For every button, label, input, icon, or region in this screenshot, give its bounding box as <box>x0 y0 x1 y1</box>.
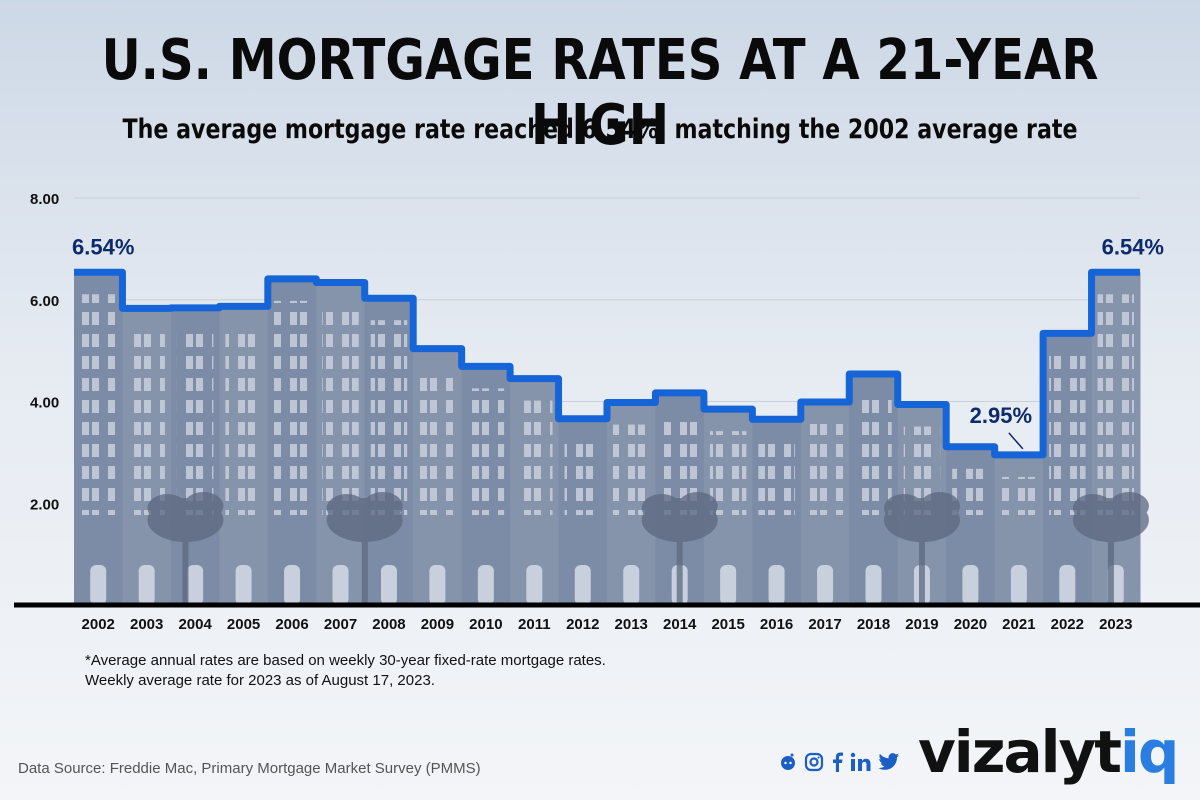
x-tick-label: 2008 <box>372 616 405 633</box>
tree-icon <box>1072 492 1149 605</box>
tree-icon <box>641 492 718 605</box>
bar-windows <box>806 424 844 515</box>
annotations: 6.54% 2.95% 6.54% <box>72 234 1164 450</box>
linkedin-icon[interactable] <box>850 752 872 777</box>
x-tick-label: 2004 <box>178 616 212 633</box>
bar-windows <box>128 330 165 515</box>
x-tick-label: 2016 <box>760 616 793 633</box>
reddit-icon[interactable] <box>778 752 798 777</box>
bar-windows <box>1049 355 1086 515</box>
bar-door <box>477 565 494 605</box>
tree-icon <box>147 492 224 605</box>
bar-door <box>187 565 204 605</box>
annotation-leader <box>1008 432 1024 450</box>
brand-accent: iq <box>1120 718 1179 786</box>
bar-windows <box>564 440 601 515</box>
y-axis-labels: 8.00 6.00 4.00 2.00 <box>30 191 59 513</box>
footnote-1: *Average annual rates are based on weekl… <box>85 652 606 669</box>
bar-door <box>817 565 834 605</box>
y-tick-label: 2.00 <box>30 496 59 513</box>
data-label: 6.54% <box>1102 234 1164 259</box>
x-tick-label: 2011 <box>518 616 551 633</box>
brand-logo: vizalytiq <box>918 718 1179 786</box>
x-tick-label: 2010 <box>469 616 502 633</box>
bar-door <box>962 565 979 605</box>
bar-door <box>574 565 591 605</box>
bar-windows <box>370 320 408 515</box>
x-axis-labels: 2002 2003 2004 2005 2006 2007 2008 2009 2010 2011… <box>82 616 1133 633</box>
x-tick-label: 2014 <box>663 616 697 633</box>
tree-icon <box>883 492 960 605</box>
bar-door <box>1059 565 1076 605</box>
bar-door <box>768 565 785 605</box>
bar-door <box>623 565 640 605</box>
brand-main: vizalyt <box>918 718 1122 786</box>
bar-door <box>235 565 252 605</box>
bar-windows <box>176 329 214 515</box>
x-tick-label: 2003 <box>130 616 163 633</box>
data-label: 2.95% <box>970 403 1032 428</box>
x-tick-label: 2023 <box>1099 616 1132 633</box>
rate-step-line <box>74 268 1140 459</box>
bar-door <box>332 565 349 605</box>
bar-windows <box>467 388 505 515</box>
bar-windows <box>1097 294 1134 515</box>
chart-subtitle: The average mortgage rate reached 6.54%,… <box>122 114 1078 145</box>
x-tick-label: 2007 <box>324 616 357 633</box>
bar-door <box>1010 565 1027 605</box>
y-tick-label: 4.00 <box>30 395 59 412</box>
x-tick-label: 2017 <box>808 616 841 633</box>
bar-door <box>284 565 301 605</box>
data-label: 6.54% <box>72 234 134 259</box>
social-icons <box>778 752 900 777</box>
bar-windows <box>855 396 892 515</box>
twitter-icon[interactable] <box>878 752 900 777</box>
y-tick-label: 6.00 <box>30 293 59 310</box>
x-tick-label: 2006 <box>275 616 308 633</box>
x-tick-label: 2013 <box>615 616 648 633</box>
data-source: Data Source: Freddie Mac, Primary Mortga… <box>18 760 481 777</box>
facebook-icon[interactable] <box>830 752 844 777</box>
bar-windows <box>273 300 311 515</box>
bar-door <box>429 565 446 605</box>
footnote-2: Weekly average rate for 2023 as of Augus… <box>85 672 435 689</box>
x-tick-label: 2021 <box>1002 616 1035 633</box>
x-tick-label: 2009 <box>421 616 454 633</box>
bar-windows <box>80 294 117 515</box>
bar-windows <box>613 424 650 515</box>
bar-windows <box>225 328 262 515</box>
x-tick-label: 2022 <box>1051 616 1084 633</box>
tree-decorations <box>147 492 1149 605</box>
bar-windows <box>1000 476 1038 515</box>
x-tick-label: 2005 <box>227 616 260 633</box>
bar-door <box>526 565 543 605</box>
x-tick-label: 2020 <box>954 616 987 633</box>
bar-windows <box>758 441 795 515</box>
instagram-icon[interactable] <box>804 752 824 777</box>
x-tick-label: 2012 <box>566 616 599 633</box>
bar-windows <box>516 400 553 515</box>
bar-door <box>138 565 155 605</box>
bar-door <box>720 565 737 605</box>
bar-door <box>90 565 107 605</box>
x-tick-label: 2019 <box>905 616 938 633</box>
tree-icon <box>326 492 403 605</box>
x-tick-label: 2015 <box>711 616 744 633</box>
x-tick-label: 2018 <box>857 616 890 633</box>
chart-title: U.S. MORTGAGE RATES AT A 21-YEAR HIGH <box>101 28 1099 158</box>
x-tick-label: 2002 <box>82 616 115 633</box>
y-tick-label: 8.00 <box>30 191 59 208</box>
bar-windows <box>419 370 456 515</box>
bar-windows <box>322 304 359 515</box>
bar-door <box>380 565 397 605</box>
bar-door <box>865 565 882 605</box>
buildings-area <box>74 272 1141 605</box>
